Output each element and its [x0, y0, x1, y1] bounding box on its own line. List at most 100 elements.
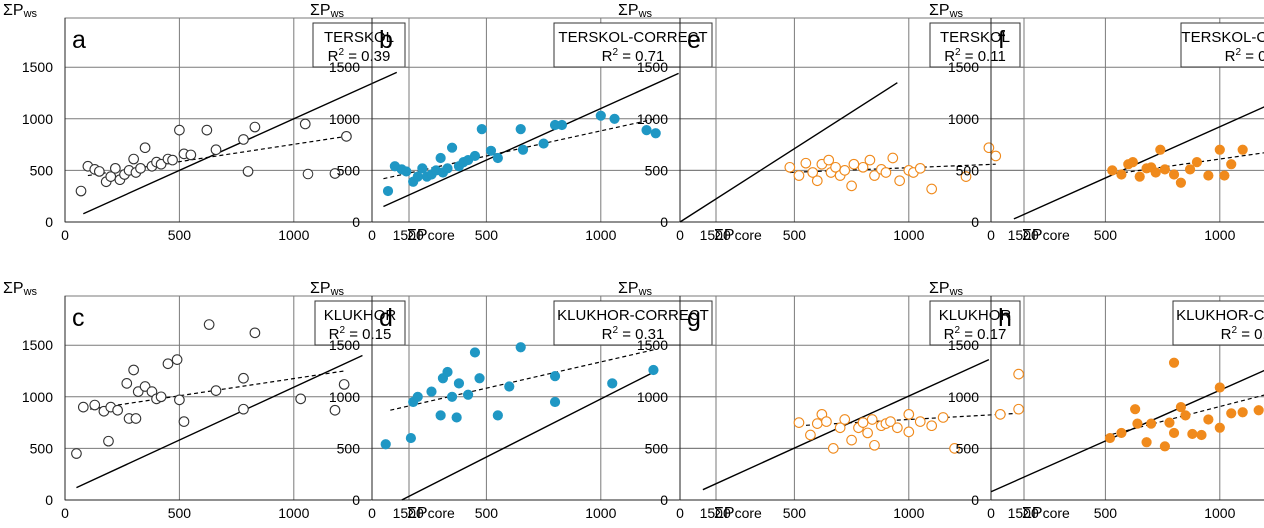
y-tick-label: 1000 — [637, 389, 668, 405]
y-tick-label: 500 — [645, 162, 669, 178]
data-point — [171, 354, 183, 365]
data-point — [926, 183, 938, 195]
data-point — [903, 426, 915, 438]
data-point — [130, 413, 142, 424]
data-point — [538, 138, 549, 149]
data-point — [650, 128, 661, 139]
data-point — [517, 144, 529, 155]
y-tick-label: 1500 — [329, 59, 360, 75]
r2-exponent: 2 — [338, 47, 344, 58]
data-point — [857, 161, 869, 173]
x-tick-label: 1000 — [278, 227, 309, 243]
y-tick-label: 1500 — [22, 59, 53, 75]
data-point — [299, 118, 311, 130]
data-point — [412, 391, 423, 402]
y-tick-label: 500 — [337, 162, 361, 178]
y-tick-label: 0 — [45, 214, 53, 230]
y-tick-label: 1500 — [948, 337, 979, 353]
y-axis-title: ΣPws — [929, 280, 964, 298]
y-tick-label: 500 — [956, 162, 980, 178]
data-point — [1180, 410, 1191, 421]
y-tick-label: 0 — [660, 492, 668, 508]
data-point — [1159, 441, 1170, 452]
r2-value: = 0.39 — [344, 48, 390, 65]
x-tick-label: 0 — [368, 505, 376, 521]
x-tick-label: 1500 — [393, 227, 424, 243]
data-point — [201, 124, 213, 136]
data-point — [648, 364, 659, 376]
legend-box — [929, 22, 1021, 68]
panel-letter: g — [687, 304, 701, 332]
panel-letter: b — [379, 26, 393, 54]
data-point — [1013, 403, 1024, 415]
data-point — [469, 150, 481, 162]
y-tick-label: 0 — [971, 214, 979, 230]
data-point — [793, 170, 805, 181]
data-point — [210, 385, 222, 396]
y-axis-title-sub: ws — [23, 286, 38, 298]
x-tick-label: 500 — [783, 505, 807, 521]
data-point — [174, 124, 185, 136]
data-point — [926, 420, 938, 432]
data-point — [446, 142, 458, 153]
data-point — [839, 165, 851, 176]
data-point — [162, 358, 174, 370]
data-point — [1203, 414, 1214, 425]
r2-symbol: R — [944, 326, 955, 343]
r2-value: = 0.31 — [618, 326, 664, 343]
data-point — [1116, 427, 1127, 439]
data-point — [203, 319, 215, 330]
y-tick-label: 1500 — [948, 59, 979, 75]
r2-label: R2 = 0.11 — [944, 47, 1006, 65]
data-point — [821, 416, 832, 427]
data-point — [839, 414, 851, 425]
data-point — [811, 175, 823, 187]
data-point — [426, 386, 437, 397]
r2-symbol: R — [1225, 48, 1236, 65]
data-point — [295, 393, 307, 405]
x-tick-label: 0 — [61, 227, 69, 243]
x-axis-title: ΣPcore — [714, 505, 762, 522]
x-axis-title: ΣPcore — [1022, 505, 1070, 522]
trend-line — [789, 163, 996, 174]
x-tick-label: 0 — [61, 505, 69, 521]
x-tick-label: 1500 — [393, 505, 424, 521]
data-point — [556, 119, 568, 131]
data-point — [451, 412, 462, 423]
trend-line — [390, 348, 656, 411]
data-point — [846, 180, 857, 192]
x-axis-title-sub: core — [1043, 505, 1070, 521]
site-label: KLUKHOR — [939, 307, 1012, 324]
data-point — [784, 161, 796, 173]
y-tick-label: 500 — [30, 440, 54, 456]
x-tick-label: 0 — [676, 227, 684, 243]
data-point — [89, 399, 101, 411]
panel-letter: c — [72, 304, 85, 332]
data-point — [249, 121, 261, 133]
y-tick-label: 1000 — [948, 111, 979, 127]
y-axis-title-sub: ws — [949, 286, 964, 298]
y-tick-label: 1500 — [637, 337, 668, 353]
y-axis-title: ΣPws — [929, 2, 964, 20]
x-tick-label: 1000 — [1204, 505, 1235, 521]
x-tick-label: 1500 — [1008, 227, 1039, 243]
y-axis-title: ΣPws — [618, 2, 653, 20]
r2-value: = 0.11 — [961, 48, 1006, 65]
data-point — [1104, 432, 1116, 444]
x-tick-label: 1500 — [700, 227, 731, 243]
y-tick-label: 0 — [660, 214, 668, 230]
data-point — [1214, 144, 1225, 155]
data-point — [1168, 169, 1180, 180]
data-point — [515, 124, 526, 135]
data-point — [641, 125, 652, 136]
data-point — [1146, 418, 1157, 429]
data-point — [823, 154, 835, 166]
r2-symbol: R — [944, 48, 955, 65]
data-point — [401, 166, 412, 177]
legend-box — [553, 22, 713, 68]
data-point — [93, 166, 105, 177]
y-tick-label: 0 — [352, 492, 360, 508]
data-point — [1130, 404, 1141, 415]
panel-letter: d — [379, 304, 393, 332]
